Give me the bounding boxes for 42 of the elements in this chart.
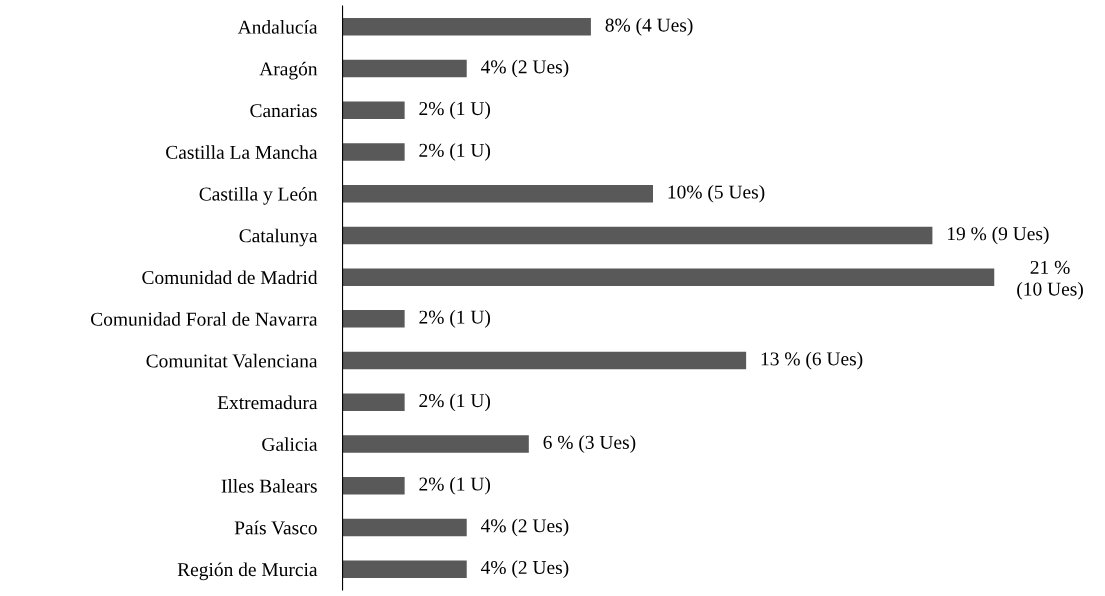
data-label: 2% (1 U) xyxy=(419,143,491,161)
data-label: 6 % (3 Ues) xyxy=(543,435,636,453)
bar xyxy=(342,310,405,328)
data-label: 2% (1 U) xyxy=(419,101,491,120)
data-label: 4% (2 Ues) xyxy=(481,518,569,537)
bar xyxy=(342,268,995,286)
data-label: 19 % (9 Ues) xyxy=(948,226,1049,245)
data-label: 2% (1 U) xyxy=(419,393,491,412)
y-tick-label: Catalunya xyxy=(239,228,318,247)
bar xyxy=(342,476,405,495)
y-tick-label: Extremadura xyxy=(217,395,318,410)
y-tick-label: Comunidad de Madrid xyxy=(142,270,318,285)
y-tick-label: Andalucía xyxy=(237,20,318,34)
data-label: 21 % (10 Ues) xyxy=(1017,260,1083,300)
data-label: 13 % (6 Ues) xyxy=(761,351,863,370)
y-tick-label: Illes Balears xyxy=(221,478,317,493)
data-label: 8% (4 Ues) xyxy=(605,18,693,36)
bar xyxy=(342,560,467,578)
y-tick-label: Galicia xyxy=(262,437,318,451)
data-label: 2% (1 U) xyxy=(419,310,491,328)
bar xyxy=(342,435,529,453)
data-label: 10% (5 Ues) xyxy=(668,184,765,203)
y-tick-label: Comunitat Valenciana xyxy=(146,353,318,368)
bar xyxy=(342,143,405,161)
bar xyxy=(342,18,591,36)
y-tick-label: Comunidad Foral de Navarra xyxy=(91,312,318,326)
data-label: 4% (2 Ues) xyxy=(481,560,569,578)
y-tick-label: Aragón xyxy=(259,61,318,80)
bar xyxy=(342,184,653,203)
y-tick-label: Canarias xyxy=(250,104,317,118)
bar xyxy=(342,226,933,245)
y-tick-label: País Vasco xyxy=(234,520,317,535)
y-tick-label: Región de Murcia xyxy=(177,562,318,581)
y-tick-label: Castilla La Mancha xyxy=(166,145,318,159)
bar xyxy=(342,351,747,370)
bar xyxy=(342,101,405,120)
y-tick-label: Castilla y León xyxy=(199,186,318,205)
bar xyxy=(342,59,467,78)
data-label: 4% (2 Ues) xyxy=(481,59,569,78)
bar xyxy=(342,518,467,537)
bar xyxy=(342,393,405,412)
data-label: 2% (1 U) xyxy=(419,476,491,495)
